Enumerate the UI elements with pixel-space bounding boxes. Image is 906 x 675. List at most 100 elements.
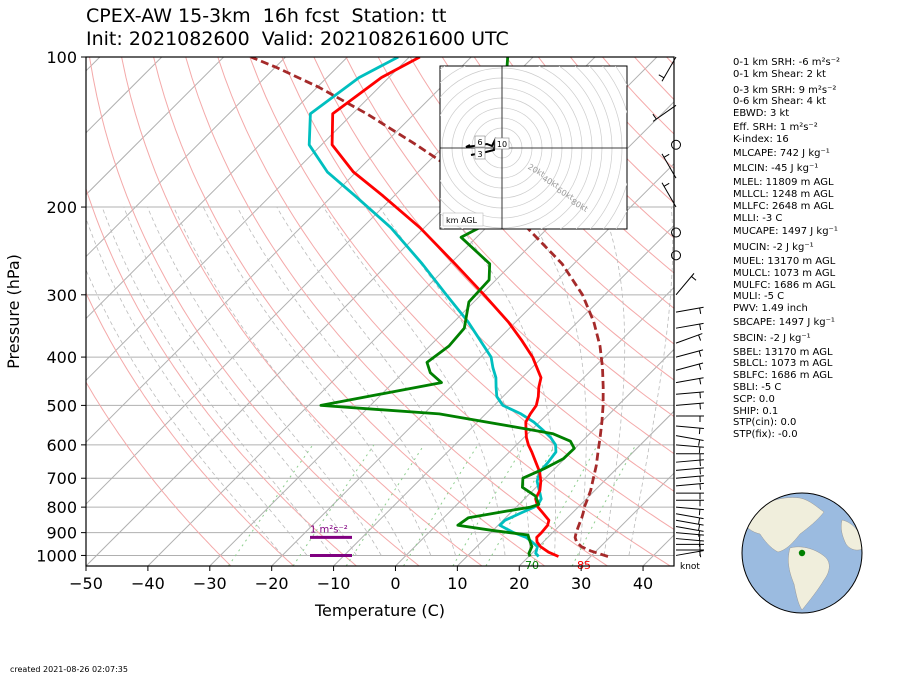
parameter-line: MLCIN: -45 J kg⁻¹	[733, 163, 819, 175]
barb-shaft	[675, 519, 704, 526]
mixing-ratio-line	[227, 444, 314, 566]
calm-wind-circle	[671, 227, 681, 238]
y-tick-label: 200	[46, 198, 77, 217]
parameter-line: MLLFC: 2648 m AGL	[733, 200, 834, 212]
parameter-line: 0-3 km SRH: 9 m²s⁻²	[733, 84, 837, 96]
parameter-line: MULFC: 1686 m AGL	[733, 279, 836, 291]
barb-half-flag	[698, 439, 701, 446]
x-tick-label: 40	[633, 574, 653, 593]
isotherm-line	[86, 57, 286, 258]
globe-outline	[741, 492, 863, 614]
barb-half-flag	[699, 378, 702, 385]
dry-adiabat	[409, 57, 674, 345]
moist-adiabat	[445, 206, 556, 556]
wind-barb	[675, 435, 704, 446]
barb-half-flag	[663, 153, 670, 158]
y-tick-label: 800	[46, 498, 77, 517]
parameter-line: MLEL: 11809 m AGL	[733, 177, 834, 189]
parameter-line: SBEL: 13170 m AGL	[733, 346, 833, 358]
dry-adiabat	[217, 57, 671, 566]
parameter-line: EBWD: 3 kt	[733, 108, 790, 120]
barb-shaft	[675, 444, 704, 448]
wind-barb	[675, 362, 704, 371]
wind-barb	[675, 333, 703, 344]
isotherm-line	[86, 57, 410, 382]
parameter-line: MULCL: 1073 m AGL	[733, 267, 836, 279]
created-timestamp: created 2021-08-26 02:07:35	[10, 665, 128, 674]
isotherm-line	[209, 101, 674, 566]
axes: 1 m²s⁻²70 85−50 −40 −30 −20 −10 0 10 20 30 4010020…	[4, 48, 700, 620]
barb-half-flag	[698, 363, 702, 370]
barb-half-flag	[699, 392, 701, 399]
wind-barb	[675, 513, 704, 524]
moist-adiabat	[522, 206, 587, 556]
south-america-landmass	[788, 546, 830, 611]
barb-half-flag	[699, 460, 701, 467]
x-tick-label: 0	[390, 574, 400, 593]
barb-half-flag	[698, 428, 701, 435]
barb-shaft	[652, 104, 677, 122]
y-tick-label: 600	[46, 436, 77, 455]
chart-title: CPEX-AW 15-3km 16h fcst Station: tt	[86, 5, 447, 27]
barb-half-flag	[652, 113, 657, 120]
barb-shaft	[661, 56, 677, 82]
hodograph-marker-box	[474, 147, 486, 160]
wind-barb	[671, 250, 681, 261]
dry-adiabat	[281, 57, 674, 492]
parameter-line: SHIP: 0.1	[733, 405, 779, 417]
wind-barb	[671, 139, 681, 150]
barb-half-flag	[699, 476, 701, 483]
moist-adiabat	[101, 206, 333, 556]
parameter-line: 0-1 km SRH: -6 m²s⁻²	[733, 57, 840, 68]
parameter-line: 0-1 km Shear: 2 kt	[733, 68, 826, 80]
wind-barb	[675, 526, 704, 537]
parameter-line: MLCAPE: 742 J kg⁻¹	[733, 147, 830, 159]
barb-shaft	[661, 153, 677, 179]
parameter-line: STP(cin): 0.0	[733, 417, 797, 429]
y-tick-label: 400	[46, 348, 77, 367]
barb-half-flag	[698, 350, 702, 357]
y-axis-label: Pressure (hPa)	[4, 254, 23, 369]
wind-barb	[652, 104, 677, 122]
x-tick-label: 10	[447, 574, 467, 593]
dry-adiabat	[86, 187, 357, 566]
x-tick-label: −50	[69, 574, 103, 593]
barb-shaft	[675, 306, 704, 313]
parameter-line: SBLFC: 1686 m AGL	[733, 370, 833, 382]
hodograph-marker-label: 6	[477, 138, 482, 147]
hodograph-trace	[465, 137, 497, 156]
barb-half-flag	[698, 509, 701, 516]
wind-barb	[675, 519, 704, 531]
globe-land	[742, 497, 862, 611]
moist-adiabat	[123, 206, 357, 556]
barb-half-flag	[658, 74, 665, 79]
hodograph-marker-label: 10	[497, 140, 507, 149]
wind-barb	[676, 415, 704, 422]
wind-barb	[675, 377, 704, 385]
wind-barb	[671, 227, 681, 238]
isotherm-line	[86, 57, 224, 196]
barb-half-flag	[698, 334, 702, 341]
mixing-ratio-line	[530, 444, 599, 566]
wind-barb	[676, 453, 704, 460]
mixing-ratio-line	[345, 444, 425, 566]
parameter-line: SCP: 0.0	[733, 393, 775, 405]
plot-frame	[85, 56, 675, 567]
mixing-ratio-line	[403, 444, 479, 566]
barb-shaft	[675, 482, 704, 487]
y-tick-label: 300	[46, 286, 77, 305]
moist-adiabat	[86, 268, 283, 556]
barb-shaft	[675, 377, 704, 384]
wind-barb	[675, 273, 697, 296]
wind-barb	[658, 56, 677, 82]
mixing-ratio-line	[292, 444, 375, 566]
x-tick-label: −10	[317, 574, 351, 593]
dry-adiabat	[441, 57, 674, 309]
parameter-line: PWV: 1.49 inch	[733, 303, 808, 315]
x-tick-label: −40	[131, 574, 165, 593]
barb-half-flag	[698, 540, 701, 547]
barb-shaft	[675, 467, 704, 471]
isotherm-line	[580, 472, 674, 566]
x-tick-label: −30	[193, 574, 227, 593]
